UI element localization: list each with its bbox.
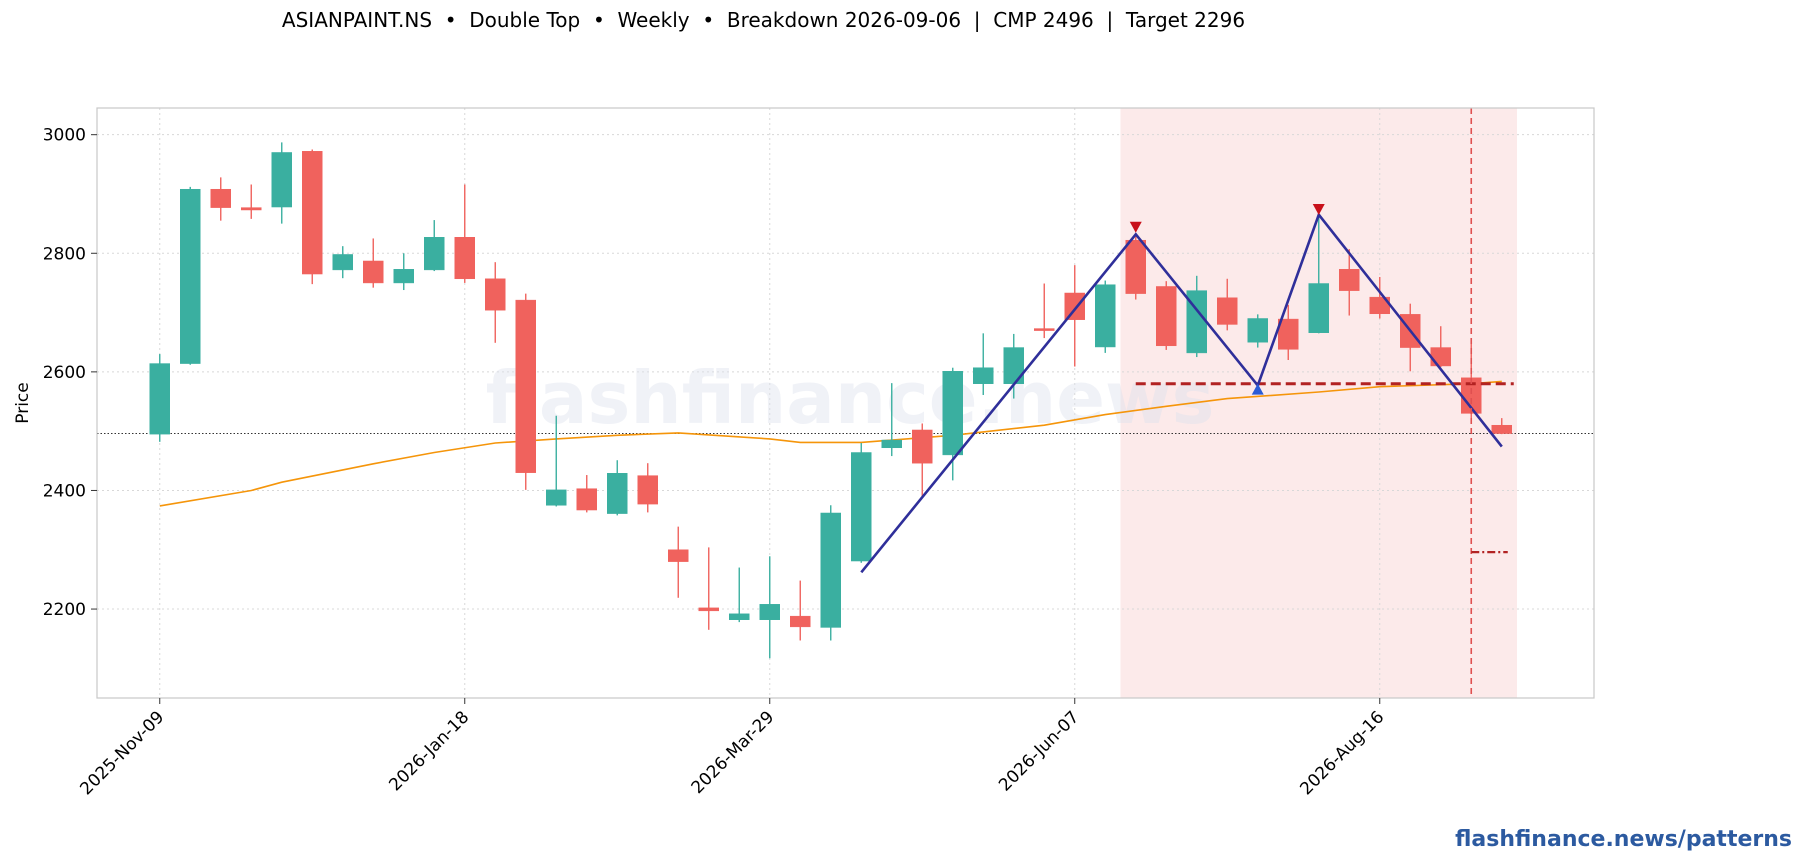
candle-body (515, 299, 536, 473)
candle-body (1034, 328, 1055, 331)
candle-body (607, 473, 628, 514)
y-axis-label: Price (13, 382, 33, 423)
peak-marker (1312, 203, 1325, 215)
candle-body (546, 489, 567, 506)
candle-body (1278, 318, 1299, 350)
peak-marker (1129, 221, 1142, 233)
footer-link[interactable]: flashfinance.news/patterns (1455, 827, 1792, 852)
candle-body (332, 254, 353, 271)
trough-marker (1251, 383, 1264, 395)
x-tick-label: 2025-Nov-09 (76, 707, 168, 799)
candle-body (851, 452, 872, 562)
candle-body (302, 151, 323, 275)
candle-body (1003, 347, 1024, 384)
candle-body (1217, 297, 1238, 325)
candle-body (790, 615, 811, 628)
y-tick-label: 2800 (43, 244, 86, 264)
candle-body (729, 613, 750, 620)
candle-body (485, 278, 506, 311)
candle-body (820, 512, 841, 628)
candle-body (271, 152, 292, 208)
x-tick-label: 2026-Jun-07 (995, 707, 1083, 795)
candle-body (1339, 269, 1360, 291)
chart-title: ASIANPAINT.NS • Double Top • Weekly • Br… (281, 8, 1246, 32)
plot-frame (96, 107, 1595, 699)
watermark: flashfinance.news (486, 356, 1215, 440)
x-tick-label: 2026-Aug-16 (1296, 707, 1388, 799)
candle-body (1430, 347, 1451, 367)
candle-body (1308, 283, 1329, 333)
y-tick-label: 2400 (43, 481, 86, 501)
candle-body (149, 363, 170, 435)
sma-line (159, 380, 1502, 507)
candle-body (1064, 292, 1085, 320)
candle-body (1125, 239, 1146, 294)
candle-body (912, 429, 933, 464)
x-tick-label: 2026-Mar-29 (688, 707, 779, 798)
y-tick-label: 3000 (43, 126, 86, 146)
candle-body (454, 237, 475, 280)
candle-body (942, 371, 963, 456)
candle-body (241, 207, 262, 211)
candle-body (1491, 424, 1512, 434)
candle-body (698, 607, 719, 612)
candle-body (180, 188, 201, 364)
candle-body (973, 367, 994, 384)
candle-body (1156, 286, 1177, 347)
candle-body (393, 269, 414, 284)
candle-body (668, 549, 689, 562)
candle-body (1095, 284, 1116, 348)
x-tick-label: 2026-Jan-18 (385, 707, 473, 795)
candle-body (210, 188, 231, 208)
candle-body (759, 604, 780, 620)
candle-body (637, 475, 658, 505)
candle-body (1247, 318, 1268, 343)
candle-body (576, 488, 597, 511)
candle-body (363, 260, 384, 284)
y-tick-label: 2200 (43, 600, 86, 620)
candle-body (881, 439, 902, 449)
y-tick-label: 2600 (43, 363, 86, 383)
candle-body (424, 237, 445, 271)
